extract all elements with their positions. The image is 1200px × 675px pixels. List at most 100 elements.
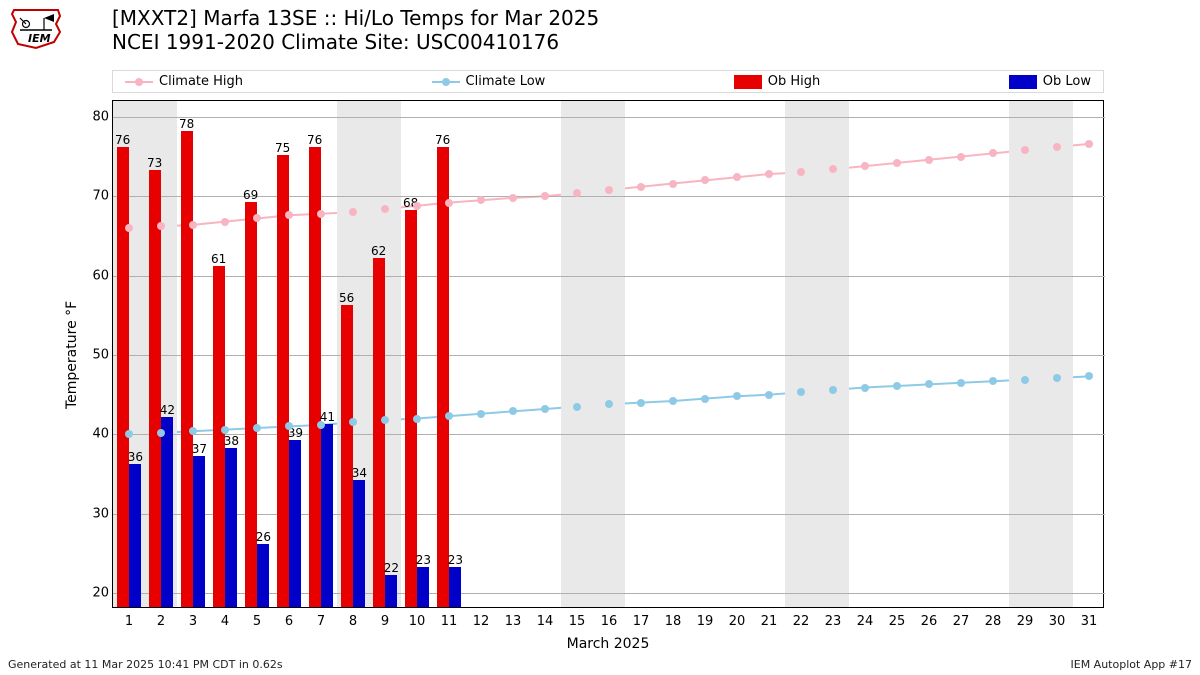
x-tick-label: 10: [409, 614, 426, 629]
climate-low-marker: [445, 412, 453, 420]
ob-high-bar-label: 61: [211, 252, 226, 266]
climate-low-marker: [253, 424, 261, 432]
climate-high-marker: [1021, 146, 1029, 154]
climate-low-marker: [605, 400, 613, 408]
climate-high-marker: [445, 199, 453, 207]
climate-low-marker: [861, 384, 869, 392]
ob-high-bar: [245, 202, 257, 607]
weekend-band: [785, 101, 817, 607]
chart-title: [MXXT2] Marfa 13SE :: Hi/Lo Temps for Ma…: [112, 6, 599, 54]
weekend-band: [1009, 101, 1041, 607]
gridline-h: [113, 514, 1105, 515]
x-tick-label: 3: [189, 614, 197, 629]
x-tick-label: 16: [601, 614, 618, 629]
x-axis-label: March 2025: [112, 636, 1104, 652]
x-tick-label: 22: [793, 614, 810, 629]
ob-high-bar: [149, 170, 161, 607]
x-tick-label: 14: [537, 614, 554, 629]
climate-low-marker: [733, 392, 741, 400]
climate-low-marker: [765, 391, 773, 399]
legend-climate-low: Climate Low: [432, 74, 546, 89]
ob-low-bar-label: 37: [192, 442, 207, 456]
x-tick-label: 8: [349, 614, 357, 629]
ob-high-bar: [181, 131, 193, 607]
climate-high-marker: [701, 176, 709, 184]
ob-high-bar: [437, 147, 449, 607]
x-tick-label: 11: [441, 614, 458, 629]
y-tick-label: 60: [81, 268, 109, 283]
x-tick-label: 15: [569, 614, 586, 629]
climate-low-marker: [1085, 372, 1093, 380]
ob-high-bar: [373, 258, 385, 607]
y-tick-label: 30: [81, 506, 109, 521]
x-tick-label: 21: [761, 614, 778, 629]
ob-high-bar-label: 75: [275, 141, 290, 155]
footer-generated: Generated at 11 Mar 2025 10:41 PM CDT in…: [8, 658, 283, 671]
x-tick-label: 31: [1081, 614, 1098, 629]
svg-text:IEM: IEM: [28, 32, 51, 45]
x-tick-label: 19: [697, 614, 714, 629]
ob-low-bar: [289, 440, 301, 607]
climate-low-marker: [957, 379, 965, 387]
x-tick-label: 28: [985, 614, 1002, 629]
climate-low-marker: [509, 407, 517, 415]
footer-app: IEM Autoplot App #17: [1071, 658, 1193, 671]
climate-high-marker: [829, 165, 837, 173]
climate-low-marker: [349, 418, 357, 426]
weekend-band: [817, 101, 849, 607]
climate-low-marker: [477, 410, 485, 418]
climate-high-marker: [285, 211, 293, 219]
climate-high-marker: [381, 205, 389, 213]
climate-low-marker: [701, 395, 709, 403]
x-tick-label: 18: [665, 614, 682, 629]
climate-low-marker: [637, 399, 645, 407]
legend-label: Climate High: [159, 74, 243, 89]
ob-low-bar: [257, 544, 269, 608]
legend-climate-high: Climate High: [125, 74, 243, 89]
climate-low-marker: [893, 382, 901, 390]
climate-high-marker: [957, 153, 965, 161]
plot-area: 2030405060708012345678910111213141516171…: [112, 100, 1104, 608]
climate-high-marker: [573, 189, 581, 197]
legend-ob-high: Ob High: [734, 74, 821, 89]
x-tick-label: 29: [1017, 614, 1034, 629]
climate-low-marker: [189, 427, 197, 435]
ob-low-bar: [321, 424, 333, 607]
y-tick-label: 80: [81, 109, 109, 124]
x-tick-label: 5: [253, 614, 261, 629]
legend-label: Climate Low: [466, 74, 546, 89]
ob-low-bar: [385, 575, 397, 607]
ob-low-bar: [129, 464, 141, 607]
climate-low-marker: [989, 377, 997, 385]
gridline-h: [113, 355, 1105, 356]
ob-low-bar: [225, 448, 237, 607]
climate-low-marker: [829, 386, 837, 394]
climate-low-marker: [925, 380, 933, 388]
y-tick-label: 40: [81, 427, 109, 442]
ob-low-bar: [193, 456, 205, 607]
ob-high-bar-label: 62: [371, 244, 386, 258]
legend: Climate High Climate Low Ob High Ob Low: [112, 70, 1104, 93]
weekend-band: [1041, 101, 1073, 607]
climate-high-marker: [1085, 140, 1093, 148]
ob-low-bar: [449, 567, 461, 607]
climate-high-marker: [797, 168, 805, 176]
x-tick-label: 23: [825, 614, 842, 629]
x-tick-label: 6: [285, 614, 293, 629]
climate-low-marker: [797, 388, 805, 396]
x-tick-label: 27: [953, 614, 970, 629]
ob-low-bar-label: 36: [128, 450, 143, 464]
ob-low-bar: [417, 567, 429, 607]
x-tick-label: 12: [473, 614, 490, 629]
legend-ob-low: Ob Low: [1009, 74, 1091, 89]
climate-low-marker: [317, 421, 325, 429]
climate-low-marker: [573, 403, 581, 411]
ob-high-bar-label: 73: [147, 156, 162, 170]
climate-low-marker: [669, 397, 677, 405]
gridline-h: [113, 434, 1105, 435]
climate-high-marker: [221, 218, 229, 226]
climate-high-marker: [509, 194, 517, 202]
climate-high-marker: [125, 224, 133, 232]
climate-high-marker: [861, 162, 869, 170]
climate-high-marker: [989, 149, 997, 157]
